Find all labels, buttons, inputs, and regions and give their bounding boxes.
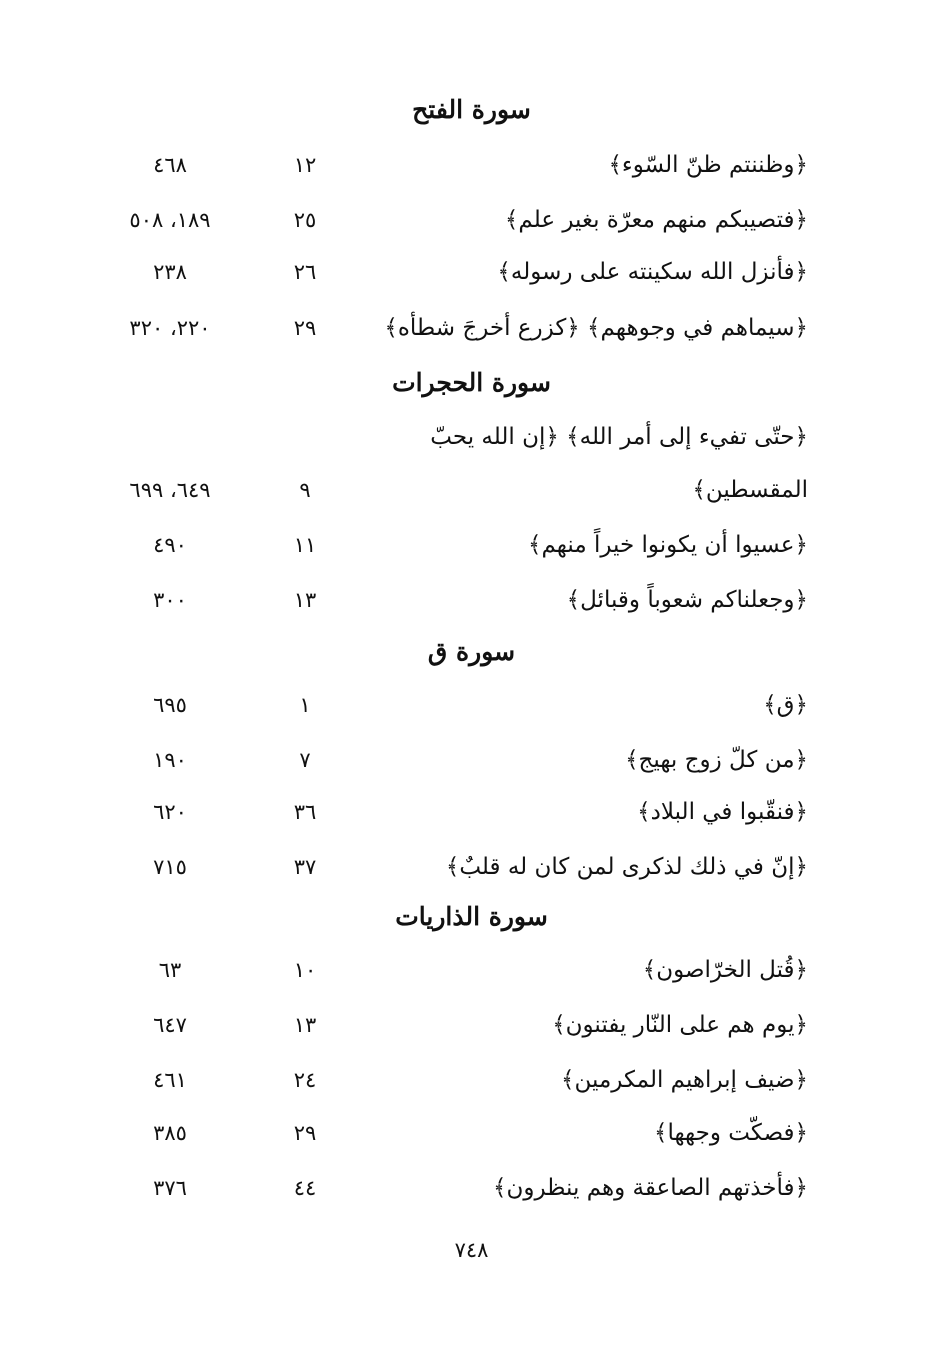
verse-text: ﴿من كلّ زوج بهيج﴾ <box>625 747 808 773</box>
page-references: ٦٣ <box>158 958 182 982</box>
index-entry: ﴿فأنزل الله سكينته على رسوله﴾ ٢٦ ٢٣٨ <box>0 252 943 292</box>
index-entry: ﴿وجعلناكم شعوباً وقبائل﴾ ١٣ ٣٠٠ <box>0 580 943 620</box>
ayah-number: ٢٥ <box>293 208 317 232</box>
index-entry: ﴿فتصيبكم منهم معرّة بغير علم﴾ ٢٥ ١٨٩، ٥٠٨ <box>0 200 943 240</box>
index-entry: ﴿ق﴾ ١ ٦٩٥ <box>0 685 943 725</box>
index-entry: ﴿إنّ في ذلك لذكرى لمن كان له قلبٌ﴾ ٣٧ ٧١٥ <box>0 847 943 887</box>
index-entry: ﴿وظننتم ظنّ السّوء﴾ ١٢ ٤٦٨ <box>0 145 943 185</box>
surah-heading: سورة الذاريات <box>395 902 548 931</box>
ayah-number: ١٠ <box>293 958 317 982</box>
index-entry: ﴿من كلّ زوج بهيج﴾ ٧ ١٩٠ <box>0 740 943 780</box>
page-references: ٣٠٠ <box>153 588 187 612</box>
ayah-number: ٩ <box>299 478 311 502</box>
ayah-number: ٣٧ <box>293 855 317 879</box>
ayah-number: ٢٦ <box>293 260 317 284</box>
page-references: ٦٢٠ <box>153 800 187 824</box>
surah-heading: سورة الفتح <box>412 95 531 124</box>
index-entry: ﴿عسيوا أن يكونوا خيراً منهم﴾ ١١ ٤٩٠ <box>0 525 943 565</box>
verse-text: ﴿وجعلناكم شعوباً وقبائل﴾ <box>566 587 808 613</box>
verse-text: ﴿ضيف إبراهيم المكرمين﴾ <box>561 1067 808 1093</box>
ayah-number: ١ <box>299 693 311 717</box>
surah-heading: سورة ق <box>427 637 516 666</box>
index-entry: ﴿سيماهم في وجوههم﴾ ﴿كزرع أخرجَ شطأه﴾ ٢٩ ٢٢… <box>0 308 943 348</box>
index-entry: ﴿فنقّبوا في البلاد﴾ ٣٦ ٦٢٠ <box>0 792 943 832</box>
index-entry: ﴿يوم هم على النّار يفتنون﴾ ١٣ ٦٤٧ <box>0 1005 943 1045</box>
verse-text: ﴿يوم هم على النّار يفتنون﴾ <box>552 1012 808 1038</box>
ayah-number: ١٢ <box>293 153 317 177</box>
index-entry: ﴿فأخذتهم الصاعقة وهم ينظرون﴾ ٤٤ ٣٧٦ <box>0 1168 943 1208</box>
page-references: ٤٦٨ <box>153 153 187 177</box>
index-entry: ﴿فصكّت وجهها﴾ ٢٩ ٣٨٥ <box>0 1113 943 1153</box>
page-number: ٧٤٨ <box>454 1238 489 1262</box>
verse-text: ﴿فصكّت وجهها﴾ <box>653 1120 808 1146</box>
index-entry: ﴿ضيف إبراهيم المكرمين﴾ ٢٤ ٤٦١ <box>0 1060 943 1100</box>
page-references: ٧١٥ <box>153 855 187 879</box>
surah-heading: سورة الحجرات <box>392 368 551 397</box>
page-references: ٤٦١ <box>153 1068 187 1092</box>
verse-text: ﴿عسيوا أن يكونوا خيراً منهم﴾ <box>528 532 808 558</box>
verse-text: ﴿حتّى تفيء إلى أمر الله﴾ ﴿إن الله يحبّ <box>430 424 808 450</box>
page-references: ٢٣٨ <box>153 260 187 284</box>
ayah-number: ٣٦ <box>293 800 317 824</box>
page-references: ٢٢٠، ٣٢٠ <box>129 316 211 340</box>
page-references: ١٨٩، ٥٠٨ <box>129 208 211 232</box>
verse-text: ﴿ق﴾ <box>763 692 808 718</box>
ayah-number: ٢٩ <box>293 1121 317 1145</box>
page-references: ٦٤٩، ٦٩٩ <box>129 478 211 502</box>
ayah-number: ١٣ <box>293 1013 317 1037</box>
page-references: ٦٤٧ <box>153 1013 187 1037</box>
ayah-number: ٧ <box>299 748 311 772</box>
ayah-number: ١٣ <box>293 588 317 612</box>
verse-text: المقسطين﴾ <box>692 477 808 503</box>
ayah-number: ١١ <box>293 533 317 557</box>
page-references: ٣٨٥ <box>153 1121 187 1145</box>
page-references: ٤٩٠ <box>153 533 187 557</box>
index-entry: ﴿قُتل الخرّاصون﴾ ١٠ ٦٣ <box>0 950 943 990</box>
index-entry: ﴿حتّى تفيء إلى أمر الله﴾ ﴿إن الله يحبّ <box>0 417 943 457</box>
ayah-number: ٢٩ <box>293 316 317 340</box>
page-references: ٦٩٥ <box>153 693 187 717</box>
ayah-number: ٤٤ <box>293 1176 317 1200</box>
page-references: ١٩٠ <box>153 748 187 772</box>
verse-text: ﴿فأنزل الله سكينته على رسوله﴾ <box>497 259 808 285</box>
verse-text: ﴿فتصيبكم منهم معرّة بغير علم﴾ <box>504 207 808 233</box>
ayah-number: ٢٤ <box>293 1068 317 1092</box>
verse-text: ﴿قُتل الخرّاصون﴾ <box>642 957 808 983</box>
verse-text: ﴿فنقّبوا في البلاد﴾ <box>637 799 808 825</box>
verse-text: ﴿وظننتم ظنّ السّوء﴾ <box>608 152 808 178</box>
verse-text: ﴿سيماهم في وجوههم﴾ ﴿كزرع أخرجَ شطأه﴾ <box>384 315 808 341</box>
verse-text: ﴿فأخذتهم الصاعقة وهم ينظرون﴾ <box>493 1175 808 1201</box>
index-entry: المقسطين﴾ ٩ ٦٤٩، ٦٩٩ <box>0 470 943 510</box>
verse-text: ﴿إنّ في ذلك لذكرى لمن كان له قلبٌ﴾ <box>445 854 808 880</box>
page-references: ٣٧٦ <box>153 1176 187 1200</box>
